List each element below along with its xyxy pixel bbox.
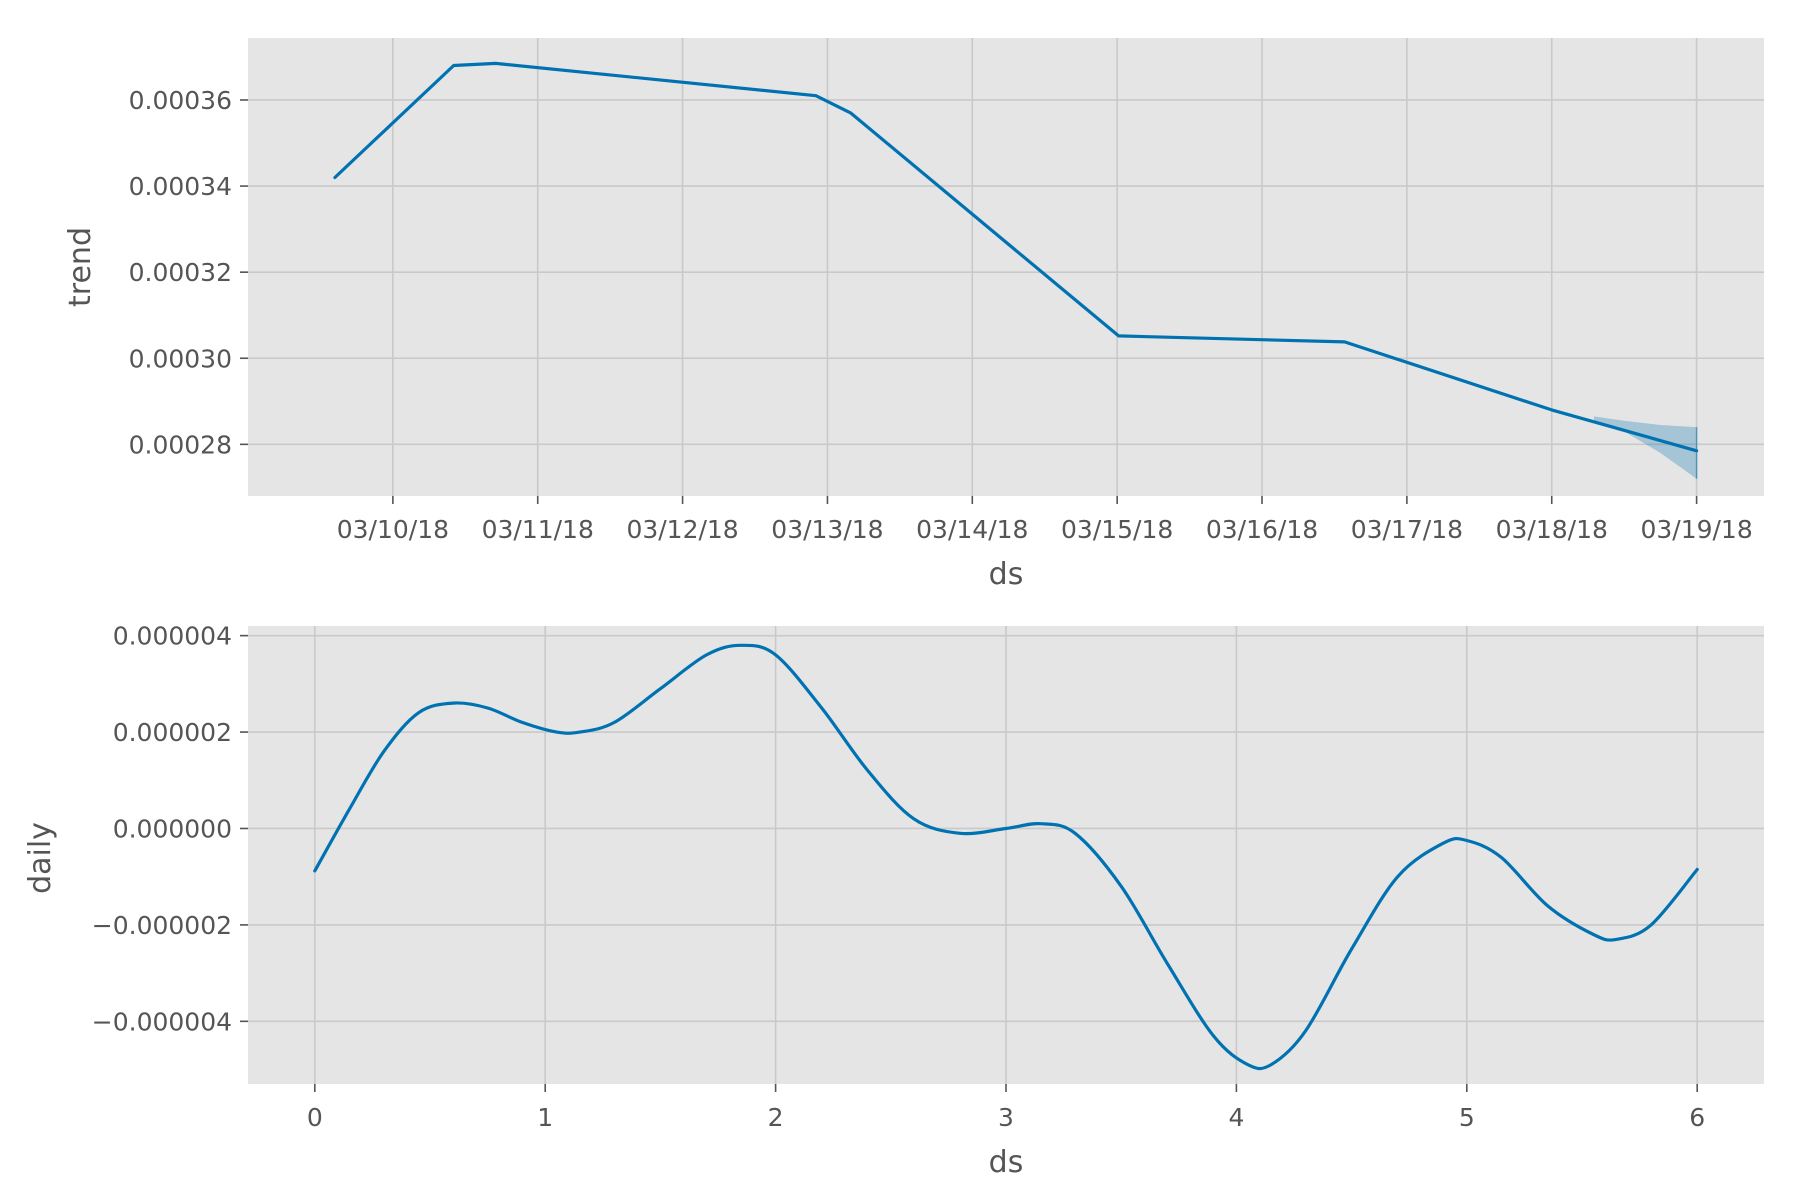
daily-y-tick-label-3: 0.000002 [113, 718, 232, 747]
trend-y-tick-label-1: 0.00030 [129, 344, 232, 373]
daily-marks [313, 643, 1699, 1071]
trend-x-ticks: 03/10/18 03/11/18 03/12/18 03/13/18 03/14/18… [337, 496, 1753, 544]
trend-x-tick-label-2: 03/12/18 [626, 515, 738, 544]
trend-series-line-0 [333, 61, 1699, 453]
trend-x-tick-label-9: 03/19/18 [1640, 515, 1752, 544]
trend-uncertainty-band [1594, 416, 1697, 479]
trend-marks [333, 61, 1699, 479]
daily-x-ticks: 0 1 2 3 4 5 6 [307, 1084, 1705, 1132]
daily-x-tick-label-6: 6 [1689, 1103, 1705, 1132]
daily-x-axis-label: ds [989, 1145, 1024, 1180]
daily-y-tick-label-4: 0.000004 [113, 622, 232, 651]
trend-x-axis-label: ds [989, 557, 1024, 592]
daily-y-tick-label-1: −0.000002 [92, 911, 232, 940]
trend-x-tick-label-3: 03/13/18 [771, 515, 883, 544]
trend-y-tick-label-3: 0.00034 [129, 172, 232, 201]
trend-x-tick-label-8: 03/18/18 [1496, 515, 1608, 544]
trend-x-tick-label-1: 03/11/18 [482, 515, 594, 544]
trend-x-tick-label-6: 03/16/18 [1206, 515, 1318, 544]
daily-x-tick-label-2: 2 [768, 1103, 784, 1132]
daily-y-ticks: −0.000004 −0.000002 0.000000 0.000002 0.0000… [92, 622, 248, 1036]
daily-y-tick-label-0: −0.000004 [92, 1007, 232, 1036]
trend-y-axis-label: trend [63, 227, 98, 307]
trend-gridlines [248, 38, 1764, 496]
trend-y-tick-label-0: 0.00028 [129, 430, 232, 459]
trend-x-tick-label-4: 03/14/18 [916, 515, 1028, 544]
trend-y-tick-label-2: 0.00032 [129, 258, 232, 287]
daily-x-tick-label-1: 1 [537, 1103, 553, 1132]
daily-x-tick-label-4: 4 [1228, 1103, 1244, 1132]
daily-y-axis-label: daily [23, 822, 58, 894]
daily-series-line-0 [313, 643, 1699, 1071]
trend-x-tick-label-7: 03/17/18 [1351, 515, 1463, 544]
trend-plot-area [248, 38, 1764, 496]
daily-x-tick-label-3: 3 [998, 1103, 1014, 1132]
daily-x-tick-label-5: 5 [1459, 1103, 1475, 1132]
trend-panel: 03/10/18 03/11/18 03/12/18 03/13/18 03/14/18… [63, 38, 1764, 592]
daily-panel: 0 1 2 3 4 5 6 −0.000004 −0.000002 0.000000 0.0000… [23, 622, 1764, 1180]
trend-y-tick-label-4: 0.00036 [129, 86, 232, 115]
trend-x-tick-label-5: 03/15/18 [1061, 515, 1173, 544]
daily-y-tick-label-2: 0.000000 [113, 814, 232, 843]
trend-x-tick-label-0: 03/10/18 [337, 515, 449, 544]
trend-y-ticks: 0.00028 0.00030 0.00032 0.00034 0.00036 [129, 86, 248, 459]
daily-x-tick-label-0: 0 [307, 1103, 323, 1132]
